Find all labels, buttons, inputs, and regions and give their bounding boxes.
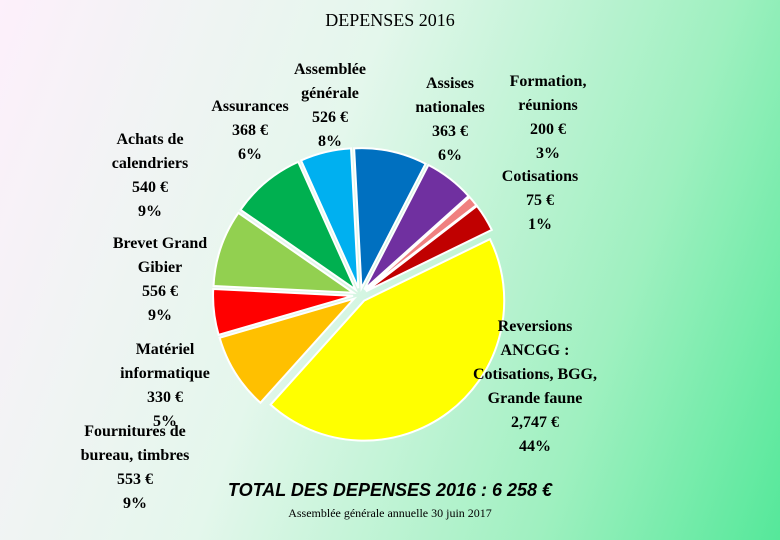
- slice-name: Cotisations: [501, 168, 579, 185]
- slice-label: Assises nationales 363 € 6%: [409, 72, 491, 168]
- slice-name: Brevet Grand Gibier: [112, 235, 208, 276]
- slice-value: 2,747 €: [511, 414, 559, 431]
- slice-label: Assemblée générale 526 € 8%: [275, 58, 385, 154]
- slice-name: Assises nationales: [415, 75, 485, 116]
- footer: Assemblée générale annuelle 30 juin 2017: [288, 506, 492, 520]
- pie-slice: [212, 211, 357, 294]
- slice-name: Matériel informatique: [120, 341, 210, 382]
- slice-name: Assemblée générale: [294, 61, 366, 102]
- pie-slice: [239, 160, 358, 293]
- slice-name: Reversions ANCGG : Cotisations, BGG, Gra…: [472, 318, 597, 407]
- slice-percent: 5%: [153, 413, 177, 430]
- slice-label: Reversions ANCGG : Cotisations, BGG, Gra…: [470, 315, 600, 459]
- slice-label: Fournitures de bureau, timbres 553 € 9%: [65, 420, 205, 516]
- slice-value: 553 €: [117, 471, 153, 488]
- slice-name: Assurances: [211, 98, 289, 115]
- slice-percent: 9%: [123, 495, 147, 512]
- slice-value: 368 €: [232, 122, 268, 139]
- slice-name: Fournitures de bureau, timbres: [80, 423, 190, 464]
- pie-slice: [353, 147, 427, 292]
- slice-value: 200 €: [530, 121, 566, 138]
- slice-percent: 3%: [536, 145, 560, 162]
- slice-label: Cotisations 75 € 1%: [485, 165, 595, 237]
- slice-value: 75 €: [526, 192, 554, 209]
- slice-label: Formation, réunions 200 € 3%: [493, 70, 603, 166]
- slice-label: Achats de calendriers 540 € 9%: [100, 128, 200, 224]
- slice-percent: 9%: [138, 203, 162, 220]
- slice-percent: 6%: [438, 147, 462, 164]
- slice-value: 556 €: [142, 283, 178, 300]
- pie-slice: [363, 163, 470, 291]
- pie-slice: [218, 296, 358, 405]
- slice-label: Matériel informatique 330 € 5%: [110, 338, 220, 434]
- slice-percent: 9%: [148, 307, 172, 324]
- pie-slice: [299, 147, 360, 289]
- slice-value: 330 €: [147, 389, 183, 406]
- slice-percent: 44%: [519, 438, 551, 455]
- slice-label: Brevet Grand Gibier 556 € 9%: [100, 232, 220, 328]
- slice-percent: 8%: [318, 133, 342, 150]
- slice-name: Formation, réunions: [509, 73, 587, 114]
- slice-percent: 6%: [238, 146, 262, 163]
- slice-label: Assurances 368 € 6%: [205, 95, 295, 167]
- total-text: TOTAL DES DEPENSES 2016 : 6 258 €: [227, 480, 553, 500]
- slice-percent: 1%: [528, 216, 552, 233]
- slice-name: Achats de calendriers: [111, 131, 189, 172]
- chart-title: DEPENSES 2016: [325, 10, 455, 30]
- pie-slice: [269, 237, 506, 442]
- pie-slice: [365, 204, 494, 293]
- slice-value: 363 €: [432, 123, 468, 140]
- slice-value: 540 €: [132, 179, 168, 196]
- pie-slice: [212, 287, 354, 337]
- slice-value: 526 €: [312, 109, 348, 126]
